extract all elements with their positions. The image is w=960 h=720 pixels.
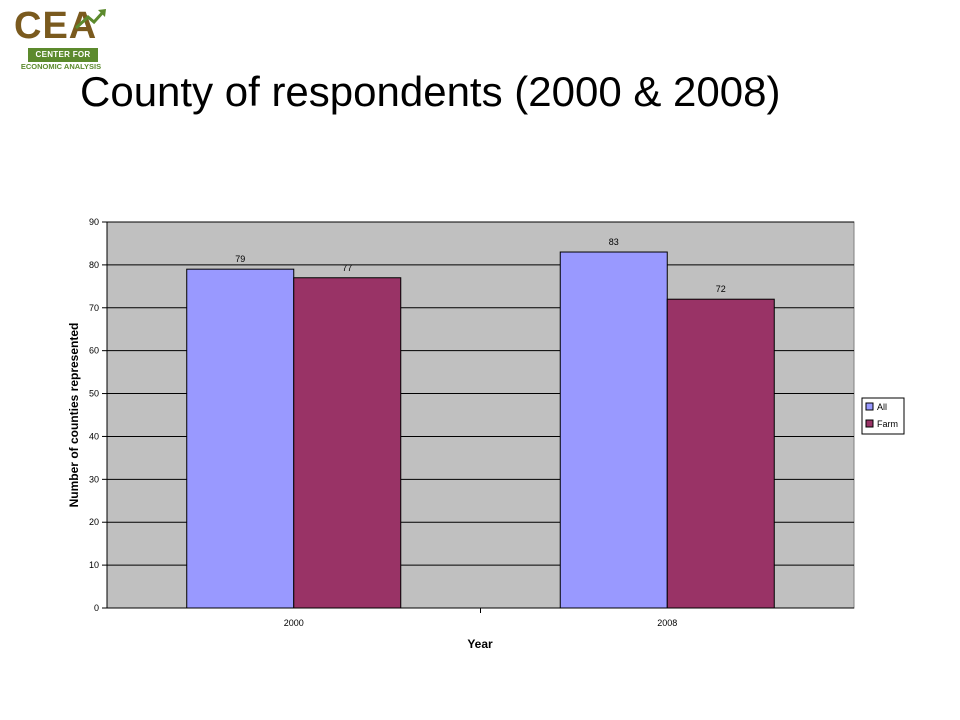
cea-logo: CEA CENTER FOR ECONOMIC ANALYSIS	[14, 6, 108, 72]
legend-swatch	[865, 402, 874, 411]
logo-arrow-icon	[74, 9, 106, 30]
y-tick-label: 0	[94, 603, 99, 613]
y-tick-label: 50	[89, 389, 99, 399]
data-label: 72	[716, 284, 726, 294]
logo-sub-text: ECONOMIC ANALYSIS	[20, 62, 102, 71]
bar-all-2008	[559, 251, 668, 609]
y-tick-label: 60	[89, 346, 99, 356]
y-tick-label: 80	[89, 260, 99, 270]
page-title: County of respondents (2000 & 2008)	[80, 68, 781, 115]
legend: All Farm	[861, 397, 905, 435]
x-tick-label: 2008	[657, 618, 677, 628]
y-tick-label: 10	[89, 560, 99, 570]
y-tick-label: 40	[89, 431, 99, 441]
y-tick-label: 30	[89, 474, 99, 484]
x-axis-label: Year	[467, 637, 493, 651]
legend-label: All	[877, 402, 887, 412]
bar-farm-2000	[293, 277, 402, 609]
legend-swatch	[865, 419, 874, 428]
bar-farm-2008	[666, 298, 775, 609]
data-label: 83	[609, 237, 619, 247]
logo-letters: CEA	[14, 5, 98, 47]
y-tick-label: 70	[89, 303, 99, 313]
y-axis-label: Number of counties represented	[67, 323, 81, 508]
bar-all-2000	[186, 268, 295, 609]
y-tick-label: 90	[89, 217, 99, 227]
legend-label: Farm	[877, 419, 898, 429]
x-tick-label: 2000	[284, 618, 304, 628]
data-label: 77	[342, 263, 352, 273]
logo-bar-text: CENTER FOR	[28, 48, 98, 62]
data-label: 79	[235, 254, 245, 264]
y-tick-label: 20	[89, 517, 99, 527]
